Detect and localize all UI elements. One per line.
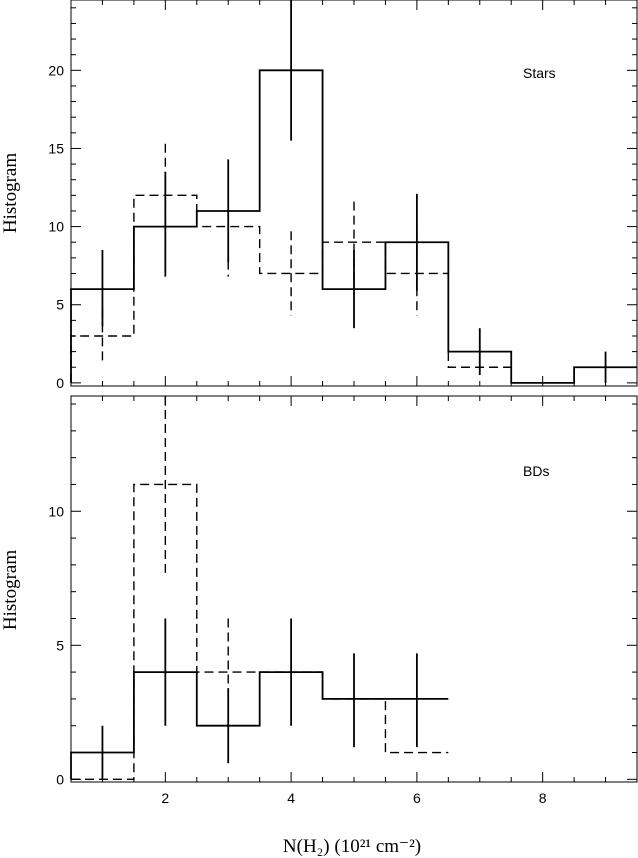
x-tick-label: 6 xyxy=(413,790,421,806)
bds-series xyxy=(70,396,449,781)
solid-histogram-line xyxy=(70,671,449,780)
y-tick-label: 10 xyxy=(48,219,64,235)
y-tick-label: 0 xyxy=(56,771,64,787)
bds-y-axis-title: Histogram xyxy=(0,550,21,630)
bds-annotation: BDs xyxy=(523,463,549,479)
bds-tick-labels: 0 5 10 2 4 6 8 xyxy=(48,503,546,806)
bds-histogram-panel: 0 5 10 2 4 6 8 BDs Histogram xyxy=(0,395,638,806)
stars-histogram-panel: 0 5 10 15 20 Stars Histogram xyxy=(0,0,638,391)
y-tick-label: 5 xyxy=(56,637,64,653)
y-tick-label: 0 xyxy=(56,375,64,391)
stars-y-axis-title: Histogram xyxy=(0,153,21,233)
stars-ticks xyxy=(70,0,638,386)
y-tick-label: 15 xyxy=(48,140,64,156)
solid-histogram-line xyxy=(70,69,637,384)
stars-series xyxy=(70,0,637,384)
stars-tick-labels: 0 5 10 15 20 xyxy=(48,62,64,391)
x-tick-label: 8 xyxy=(539,790,547,806)
x-tick-label: 2 xyxy=(161,790,169,806)
y-tick-label: 20 xyxy=(48,62,64,78)
x-tick-label: 4 xyxy=(287,790,295,806)
stars-annotation: Stars xyxy=(523,65,556,81)
x-axis-title: N(H₂) (10²¹ cm⁻²) xyxy=(283,836,421,857)
dashed-histogram-line xyxy=(71,483,449,781)
y-tick-label: 10 xyxy=(48,503,64,519)
y-tick-label: 5 xyxy=(56,297,64,313)
